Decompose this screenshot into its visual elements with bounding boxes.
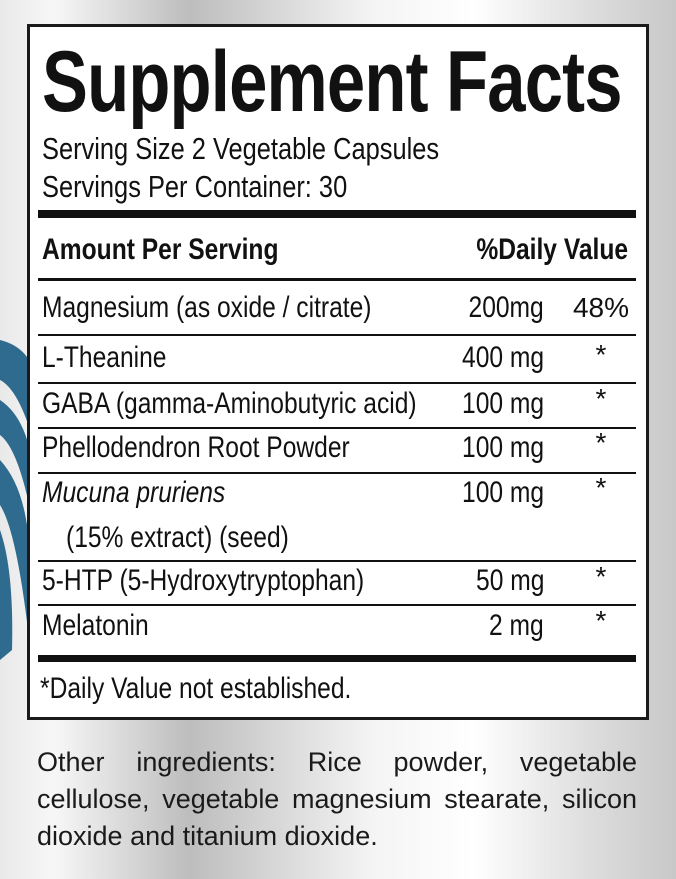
- ingredient-amount: 400 mg: [461, 341, 544, 374]
- ingredient-name: Phellodendron Root Powder: [42, 431, 350, 464]
- supplement-facts-panel: Supplement Facts Serving Size 2 Vegetabl…: [27, 24, 649, 720]
- divider: [38, 560, 636, 562]
- ingredient-name: Magnesium (as oxide / citrate): [42, 291, 372, 324]
- ingredient-dv: 48%: [572, 292, 630, 323]
- divider: [38, 382, 636, 384]
- ingredient-name: Melatonin: [42, 609, 149, 642]
- ingredient-name-detail: (15% extract) (seed): [66, 521, 289, 554]
- ingredient-dv: *: [595, 561, 607, 592]
- ingredient-name: L-Theanine: [42, 341, 167, 374]
- ingredient-dv: *: [595, 605, 607, 636]
- ingredient-dv: *: [595, 472, 607, 503]
- ingredient-amount: 50 mg: [475, 564, 544, 597]
- serving-size: Serving Size 2 Vegetable Capsules: [42, 131, 440, 166]
- divider: [38, 472, 636, 474]
- amount-per-serving-header: Amount Per Serving: [42, 233, 279, 266]
- thick-divider: [38, 655, 636, 662]
- ingredient-name: Mucuna pruriens: [42, 476, 226, 509]
- panel-title: Supplement Facts: [42, 34, 623, 130]
- footnote: *Daily Value not established.: [40, 672, 352, 705]
- ingredient-amount: 100 mg: [461, 476, 544, 509]
- ingredient-amount: 100 mg: [461, 387, 544, 420]
- other-ingredients: Other ingredients: Rice powder, vegetabl…: [37, 747, 637, 851]
- ingredient-dv: *: [595, 339, 607, 370]
- divider: [38, 278, 636, 281]
- ingredient-dv: *: [595, 383, 607, 414]
- ingredient-name: 5-HTP (5-Hydroxytryptophan): [42, 564, 365, 597]
- thick-divider: [38, 210, 636, 218]
- divider: [38, 427, 636, 429]
- servings-per-container: Servings Per Container: 30: [42, 169, 348, 204]
- daily-value-header: %Daily Value: [476, 233, 628, 266]
- ingredient-dv: *: [595, 427, 607, 458]
- ingredient-name: GABA (gamma-Aminobutyric acid): [42, 387, 417, 420]
- ingredient-amount: 200mg: [468, 291, 544, 324]
- divider: [38, 334, 636, 336]
- divider: [38, 604, 636, 606]
- ingredient-amount: 2 mg: [489, 609, 544, 642]
- ingredient-amount: 100 mg: [461, 431, 544, 464]
